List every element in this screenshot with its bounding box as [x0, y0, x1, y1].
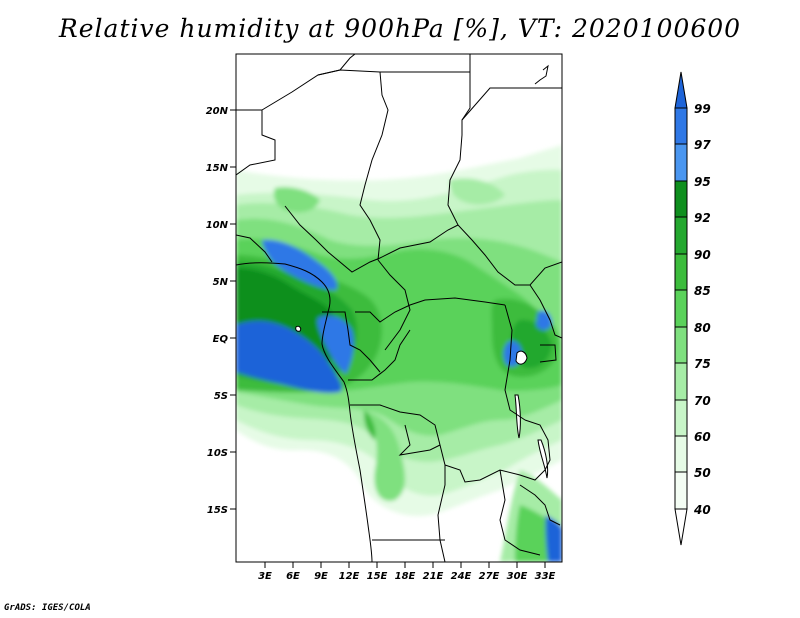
- lon-label-9e: 9E: [314, 571, 328, 582]
- colorbar-swatch-95-97: [674, 143, 688, 182]
- map-frame: [235, 53, 563, 563]
- latitude-axis: [230, 109, 236, 510]
- colorbar-swatch-75-80: [674, 326, 688, 364]
- colorbar-label-40: 40: [693, 503, 711, 517]
- map-title: Relative humidity at 900hPa [%], VT: 202…: [58, 14, 742, 43]
- lon-label-27e: 27E: [479, 571, 500, 582]
- longitude-axis: [264, 562, 546, 568]
- lon-label-33e: 33E: [535, 571, 556, 582]
- colorbar-swatch-97-99: [674, 107, 688, 145]
- colorbar-swatch-40-50: [674, 471, 688, 510]
- colorbar-label-60: 60: [694, 430, 711, 444]
- colorbar-label-75: 75: [694, 357, 711, 371]
- colorbar-swatch-90-92: [674, 216, 688, 255]
- lon-label-30e: 30E: [507, 571, 528, 582]
- lat-label-10n: 10N: [206, 220, 229, 231]
- lon-label-21e: 21E: [423, 571, 444, 582]
- colorbar-label-80: 80: [694, 321, 711, 335]
- colorbar-label-85: 85: [694, 284, 711, 298]
- lat-label-15n: 15N: [206, 163, 229, 174]
- grads-credit: GrADS: IGES/COLA: [4, 603, 91, 613]
- lat-label-5n: 5N: [213, 277, 229, 288]
- colorbar-swatch-80-85: [674, 289, 688, 328]
- lon-label-6e: 6E: [286, 571, 300, 582]
- lon-label-12e: 12E: [339, 571, 360, 582]
- colorbar-label-50: 50: [694, 466, 711, 480]
- lon-label-3e: 3E: [258, 571, 272, 582]
- colorbar-swatch-85-90: [674, 253, 688, 291]
- lon-label-24e: 24E: [451, 571, 472, 582]
- colorbar-label-90: 90: [694, 248, 711, 262]
- colorbar-label-70: 70: [694, 394, 711, 408]
- colorbar: [674, 71, 688, 546]
- lon-label-15e: 15E: [367, 571, 388, 582]
- country-borders: [236, 54, 562, 562]
- colorbar-label-99: 99: [694, 102, 711, 116]
- colorbar-bottom-arrow: [674, 508, 688, 546]
- colorbar-label-97: 97: [694, 138, 711, 152]
- colorbar-swatch-92-95: [674, 180, 688, 218]
- colorbar-swatch-60-70: [674, 399, 688, 437]
- lon-label-18e: 18E: [395, 571, 416, 582]
- colorbar-label-95: 95: [694, 175, 711, 189]
- lat-label-5s: 5S: [214, 391, 228, 402]
- lat-label-10s: 10S: [207, 448, 228, 459]
- lat-label-15s: 15S: [207, 505, 228, 516]
- colorbar-swatch-70-75: [674, 362, 688, 401]
- colorbar-swatch-50-60: [674, 435, 688, 473]
- colorbar-top-arrow: [674, 71, 688, 109]
- colorbar-label-92: 92: [694, 211, 711, 225]
- lat-label-20n: 20N: [206, 106, 229, 117]
- lat-label-eq: EQ: [213, 334, 229, 345]
- humidity-field: [236, 54, 562, 562]
